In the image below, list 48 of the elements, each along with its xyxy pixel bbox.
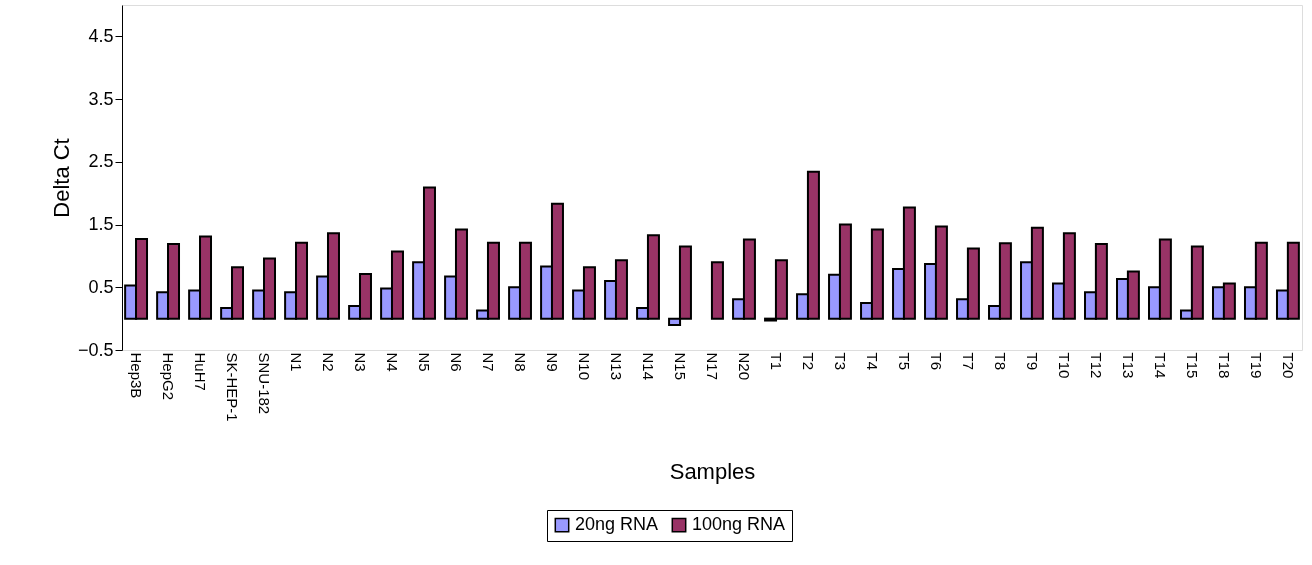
x-tick-label: HepG2 <box>160 352 178 401</box>
x-tick-label: N5 <box>416 352 434 372</box>
x-tick-label: T13 <box>1119 352 1137 379</box>
x-tick-label: N14 <box>640 352 658 381</box>
x-tick-label: T4 <box>863 352 881 371</box>
x-tick-label: T19 <box>1247 352 1265 379</box>
x-tick-label: T18 <box>1215 352 1233 379</box>
y-tick-label: 3.5 <box>88 88 114 109</box>
x-tick-label: N10 <box>576 352 594 381</box>
x-tick-label: T20 <box>1279 352 1297 379</box>
legend-label: 20ng RNA <box>575 514 659 535</box>
y-tick-label: 0.5 <box>88 276 114 297</box>
x-tick-label: N3 <box>352 352 370 372</box>
x-tick-label: N7 <box>480 352 498 372</box>
x-tick-label: N2 <box>320 352 338 372</box>
x-tick-label: T9 <box>1023 352 1041 371</box>
x-tick-label: N4 <box>384 352 402 372</box>
x-axis-title: Samples <box>669 458 756 484</box>
x-tick-label: SK-HEP-1 <box>224 352 242 422</box>
x-tick-label: T6 <box>927 352 945 371</box>
x-tick-label: N6 <box>448 352 466 372</box>
y-tick-label: −0.5 <box>77 339 114 360</box>
y-tick-label: 1.5 <box>88 214 114 235</box>
x-tick-label: N17 <box>704 352 721 381</box>
x-tick-label: T5 <box>895 352 913 371</box>
x-tick-label: T10 <box>1055 352 1073 379</box>
x-tick-label: N13 <box>608 352 626 381</box>
y-axis-title: Delta Ct <box>48 138 74 218</box>
x-tick-label: T3 <box>831 352 849 371</box>
x-tick-label: T1 <box>767 352 785 371</box>
y-tick-label: 2.5 <box>88 151 114 172</box>
bar <box>710 261 724 320</box>
x-tick-label: T2 <box>799 352 817 371</box>
x-tick-label: T12 <box>1087 352 1105 379</box>
x-tick-label: T8 <box>991 352 1009 371</box>
x-tick-label: N9 <box>544 352 562 372</box>
x-tick-label: T15 <box>1183 352 1201 379</box>
x-tick-label: Hep3B <box>128 352 146 399</box>
x-tick-label: HuH7 <box>192 352 210 391</box>
x-tick-label: N20 <box>736 352 753 381</box>
x-tick-label: T14 <box>1151 352 1169 379</box>
x-tick-label: N15 <box>672 352 689 381</box>
legend-label: 100ng RNA <box>692 514 786 535</box>
x-tick-label: N1 <box>288 352 306 372</box>
x-tick-label: N8 <box>512 352 530 372</box>
x-tick-label: SNU-182 <box>256 352 274 415</box>
y-tick-label: 4.5 <box>88 25 114 46</box>
x-tick-label: T7 <box>959 352 977 371</box>
